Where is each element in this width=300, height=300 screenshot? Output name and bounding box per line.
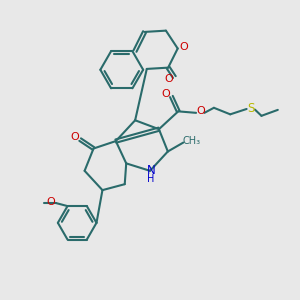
Text: N: N: [146, 164, 155, 177]
Text: CH₃: CH₃: [182, 136, 201, 146]
Text: O: O: [179, 42, 188, 52]
Text: O: O: [70, 132, 79, 142]
Text: H: H: [147, 174, 155, 184]
Text: O: O: [164, 74, 173, 84]
Text: O: O: [46, 196, 55, 207]
Text: S: S: [248, 102, 255, 115]
Text: O: O: [196, 106, 205, 116]
Text: O: O: [161, 89, 170, 99]
